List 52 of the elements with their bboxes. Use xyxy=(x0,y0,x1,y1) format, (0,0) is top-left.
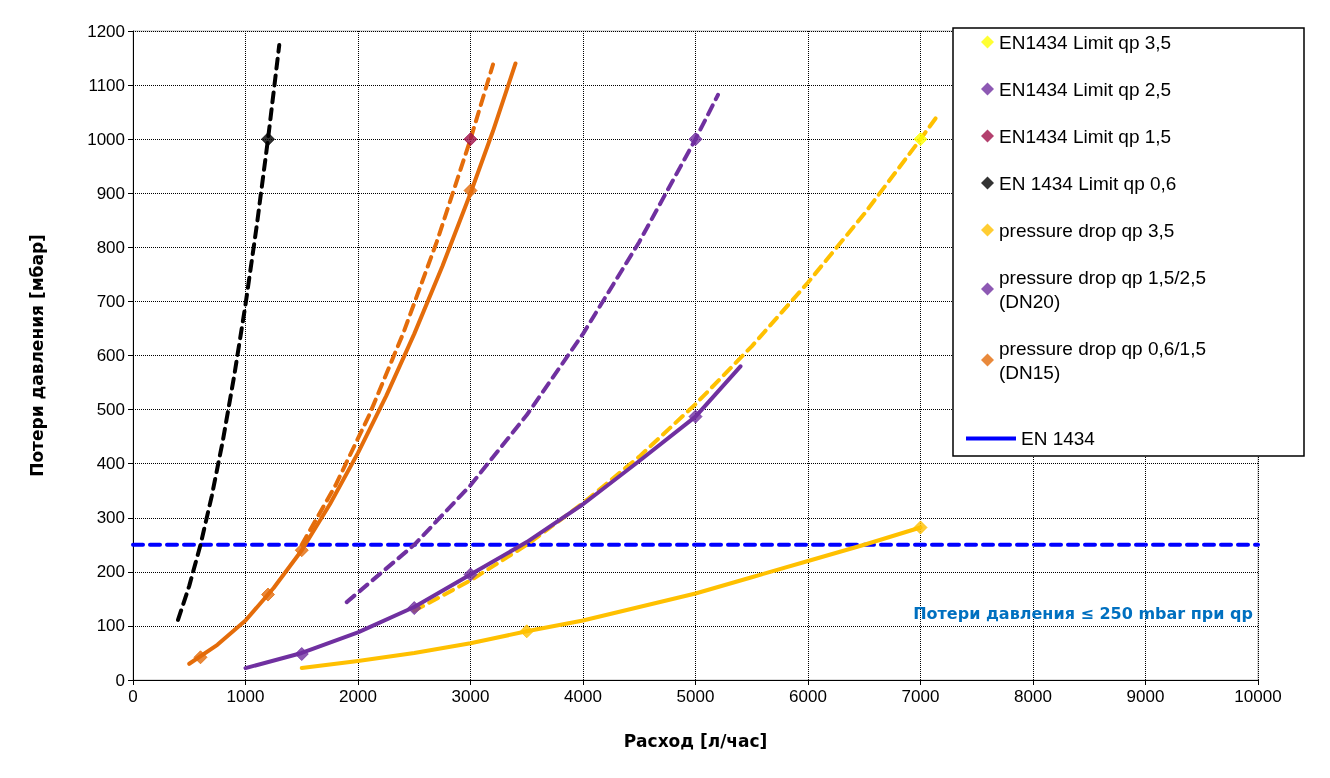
line-series xyxy=(243,364,743,671)
legend-label: EN1434 Limit qp 1,5 xyxy=(999,125,1172,147)
y-tick-label: 300 xyxy=(96,508,125,528)
x-tick-label: 5000 xyxy=(676,687,715,706)
point xyxy=(913,132,928,147)
point xyxy=(519,624,534,639)
x-tick-label: 0 xyxy=(128,687,138,706)
point xyxy=(688,409,703,424)
x-tick-label: 3000 xyxy=(451,687,490,706)
x-tick-label: 4000 xyxy=(564,687,602,706)
y-tick-label: 900 xyxy=(96,183,125,203)
point xyxy=(261,587,275,602)
point xyxy=(688,132,703,147)
point xyxy=(294,543,309,558)
point xyxy=(463,567,478,582)
y-tick-label: 1100 xyxy=(88,75,125,95)
legend-label: pressure drop qp 1,5/2,5 (DN20) xyxy=(999,266,1212,312)
x-tick-label: 1000 xyxy=(226,687,265,706)
x-tick-label: 2000 xyxy=(339,687,377,706)
legend-label: pressure drop qp 3,5 xyxy=(999,219,1175,241)
x-tick-label: 6000 xyxy=(789,687,827,706)
annotation: Потери давления ≤ 250 mbar при qp xyxy=(913,603,1253,623)
legend-label: pressure drop qp 0,6/1,5 (DN15) xyxy=(999,337,1212,383)
point xyxy=(913,520,928,535)
line-series xyxy=(187,61,518,666)
y-axis-title: Потери давления [мбар] xyxy=(26,234,47,477)
legend-label: EN 1434 Limit qp 0,6 xyxy=(999,172,1177,194)
y-tick-label: 800 xyxy=(96,237,125,257)
y-tick-label: 400 xyxy=(96,454,125,474)
point xyxy=(407,601,422,616)
x-tick-label: 8000 xyxy=(1014,687,1052,706)
point xyxy=(294,647,309,662)
point xyxy=(261,132,275,147)
x-tick-label: 10000 xyxy=(1234,687,1282,706)
x-tick-label: 9000 xyxy=(1126,687,1165,706)
y-tick-label: 1000 xyxy=(87,129,125,149)
x-tick-label: 7000 xyxy=(901,687,940,706)
point xyxy=(463,132,478,147)
legend-label: EN1434 Limit qp 2,5 xyxy=(999,78,1172,100)
legend-label: EN 1434 xyxy=(1021,428,1096,449)
y-tick-label: 200 xyxy=(96,562,125,582)
point xyxy=(463,183,478,198)
legend-label: EN1434 Limit qp 3,5 xyxy=(999,31,1172,53)
y-tick-label: 600 xyxy=(96,346,125,365)
line-series xyxy=(344,92,720,605)
y-tick-label: 700 xyxy=(96,291,125,311)
y-tick-label: 100 xyxy=(96,616,125,636)
y-tick-label: 500 xyxy=(96,400,125,420)
y-tick-label: 1200 xyxy=(87,21,125,41)
point xyxy=(193,650,208,665)
x-axis-title: Расход [л/час] xyxy=(623,730,768,751)
y-tick-label: 0 xyxy=(115,670,125,690)
